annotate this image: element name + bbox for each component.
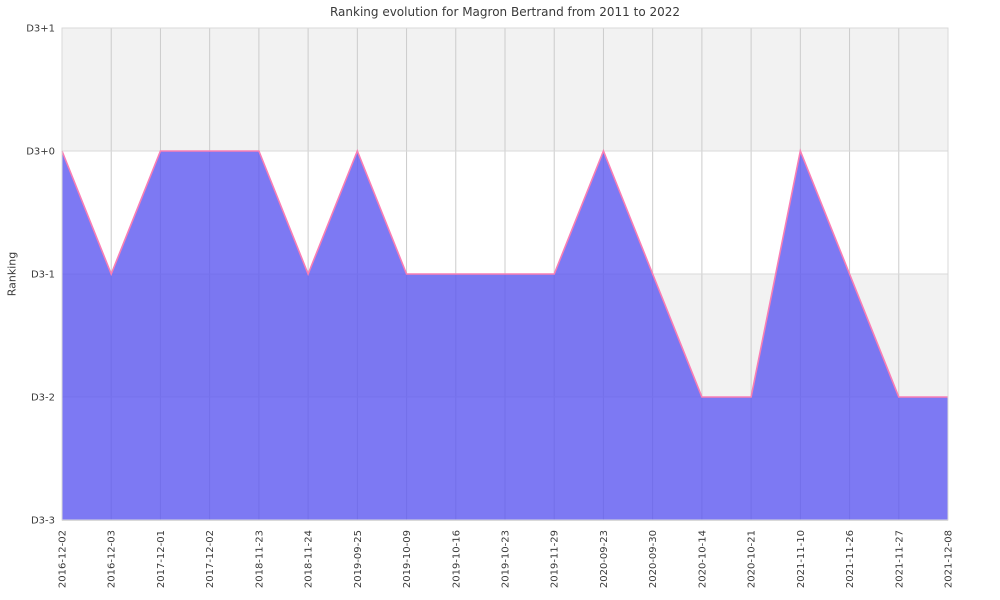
area-fill	[62, 151, 948, 520]
x-tick-label: 2017-12-01	[156, 530, 167, 588]
x-tick-label: 2018-11-24	[304, 530, 315, 588]
x-tick-label: 2019-09-25	[353, 530, 364, 588]
x-tick-label: 2020-10-21	[747, 530, 758, 588]
x-tick-label: 2021-11-10	[796, 530, 807, 588]
x-tick-label: 2020-09-30	[648, 530, 659, 588]
x-tick-label: 2018-11-23	[254, 530, 265, 588]
chart-title: Ranking evolution for Magron Bertrand fr…	[329, 5, 681, 19]
x-tick-label: 2020-10-14	[697, 530, 708, 588]
x-tick-label: 2019-10-23	[501, 530, 512, 588]
x-tick-label: 2019-11-29	[550, 530, 561, 588]
x-tick-label: 2020-09-23	[599, 530, 610, 588]
series-line	[61, 148, 948, 398]
y-tick-label: D3+0	[26, 147, 55, 158]
x-tick-label: 2016-12-03	[107, 530, 118, 588]
y-tick-label: D3-1	[31, 270, 55, 281]
y-tick-label: D3+1	[26, 24, 55, 35]
y-axis-title: Ranking	[5, 251, 19, 297]
x-tick-label: 2021-11-26	[845, 530, 856, 588]
x-tick-label: 2019-10-09	[402, 530, 413, 588]
x-tick-label: 2016-12-02	[58, 530, 69, 588]
y-tick-label: D3-3	[31, 516, 55, 527]
y-tick-label: D3-2	[31, 393, 55, 404]
x-tick-label: 2017-12-02	[205, 530, 216, 588]
plot-border	[61, 27, 949, 521]
x-tick-label: 2021-11-27	[894, 530, 905, 588]
x-tick-label: 2019-10-16	[451, 530, 462, 588]
x-tick-label: 2021-12-08	[944, 530, 955, 588]
